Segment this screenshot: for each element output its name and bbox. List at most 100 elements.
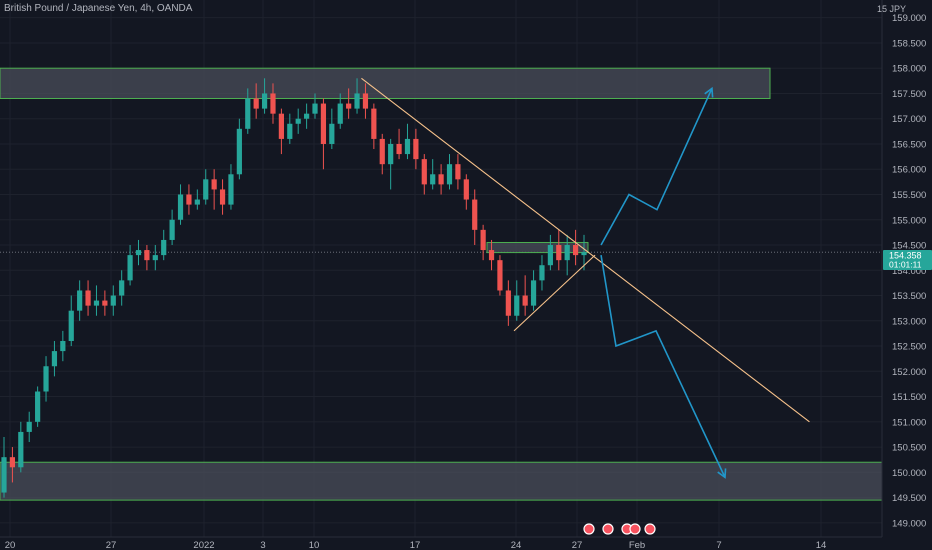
- candle-body: [455, 164, 461, 180]
- candle-body: [211, 179, 217, 190]
- candle: [388, 138, 394, 190]
- candle-body: [93, 300, 100, 306]
- candle: [430, 159, 436, 190]
- symbol-title[interactable]: British Pound / Japanese Yen, 4h, OANDA: [4, 3, 193, 14]
- time-tick-label: Feb: [629, 540, 645, 550]
- candle: [152, 245, 158, 271]
- candle: [446, 154, 453, 190]
- time-tick-label: 17: [410, 540, 421, 550]
- event-markers[interactable]: [583, 523, 656, 535]
- candle-body: [203, 179, 209, 200]
- candle-body: [144, 250, 150, 261]
- candle: [85, 280, 91, 316]
- candle: [177, 184, 184, 225]
- candle-body: [26, 421, 32, 432]
- candle-body: [85, 290, 91, 306]
- trendline: [513, 254, 596, 332]
- price-tick-label: 156.500: [892, 139, 926, 150]
- candles: [1, 78, 587, 498]
- time-tick-label: 24: [511, 540, 522, 550]
- annotation-lines: [361, 77, 810, 479]
- price-axis[interactable]: 149.000 149.500 150.000 150.500 151.000 151.5…: [881, 0, 926, 537]
- candle: [51, 340, 58, 377]
- price-tick-label: 150.000: [892, 468, 926, 479]
- candle-body: [287, 123, 293, 139]
- candle-body: [51, 351, 58, 367]
- candle-body: [329, 123, 335, 144]
- candle: [144, 245, 150, 271]
- price-tick-label: 154.500: [892, 241, 926, 252]
- candle: [203, 169, 209, 205]
- candle: [539, 255, 545, 291]
- price-tick-label: 156.000: [892, 165, 926, 176]
- event-marker-icon[interactable]: [629, 523, 641, 535]
- candle-body: [413, 138, 419, 160]
- time-tick-label: 3: [260, 540, 265, 550]
- candle-body: [379, 138, 385, 165]
- candle-body: [488, 250, 495, 261]
- time-tick-label: 27: [106, 540, 117, 550]
- candle: [211, 169, 217, 210]
- candle-body: [102, 300, 108, 306]
- candle-body: [320, 103, 327, 144]
- candle: [194, 189, 200, 210]
- candle: [337, 93, 343, 129]
- candle-body: [421, 159, 427, 185]
- candle: [35, 386, 41, 427]
- candle: [413, 128, 419, 170]
- candle: [572, 229, 579, 266]
- price-tick-label: 158.000: [892, 64, 926, 75]
- candle: [119, 270, 125, 306]
- candle-body: [194, 199, 200, 205]
- time-axis[interactable]: 20 27 2022 3 10 17 24 27 Feb 7 14: [0, 536, 882, 550]
- candle-body: [514, 295, 520, 316]
- candle: [127, 245, 133, 286]
- candle-body: [135, 250, 142, 256]
- price-tick-label: 151.500: [892, 392, 926, 403]
- last-price-value: 154.358: [889, 251, 922, 261]
- candle: [522, 275, 528, 316]
- candle-body: [312, 103, 318, 114]
- candle: [488, 239, 495, 271]
- projection-arrowhead: [704, 86, 714, 98]
- price-tick-label: 151.000: [892, 417, 926, 428]
- candle-body: [505, 290, 511, 316]
- candle-body: [278, 113, 284, 139]
- candle: [278, 108, 284, 155]
- candle: [362, 83, 369, 119]
- candle: [261, 78, 268, 114]
- candle-body: [539, 265, 545, 281]
- candle-body: [261, 93, 268, 109]
- candle: [161, 229, 167, 261]
- candle-body: [43, 366, 49, 392]
- candle-body: [228, 174, 234, 205]
- candle-body: [438, 174, 444, 185]
- candle-body: [236, 128, 242, 175]
- candle: [455, 154, 461, 190]
- candle: [245, 88, 251, 134]
- candle: [186, 184, 192, 215]
- price-tick-label: 155.000: [892, 215, 926, 226]
- sr-zone: [0, 67, 771, 100]
- candle-body: [253, 98, 259, 109]
- candle-body: [35, 391, 41, 422]
- sr-zone: [0, 461, 883, 501]
- event-marker-icon[interactable]: [644, 523, 656, 535]
- candle-body: [119, 280, 125, 296]
- event-marker-icon[interactable]: [602, 523, 614, 535]
- candle-body: [572, 245, 579, 256]
- event-marker-icon[interactable]: [583, 523, 595, 535]
- candle-body: [463, 179, 469, 200]
- candle-body: [404, 138, 411, 155]
- candle: [320, 98, 327, 170]
- time-tick-label: 2022: [193, 540, 214, 550]
- candle-body: [388, 143, 394, 165]
- time-tick-label: 10: [309, 540, 320, 550]
- price-tick-label: 149.000: [892, 518, 926, 529]
- candle-body: [295, 118, 301, 124]
- candle: [404, 123, 411, 160]
- last-price-tag-bg: [883, 250, 932, 270]
- candle-body: [354, 93, 360, 109]
- candle: [556, 229, 562, 271]
